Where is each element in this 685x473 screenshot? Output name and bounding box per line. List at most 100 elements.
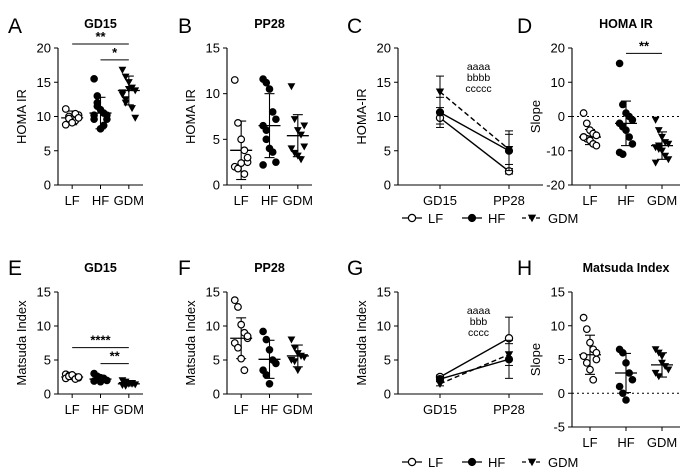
data-point — [237, 135, 246, 144]
group-HF — [615, 345, 637, 404]
data-point — [664, 156, 673, 164]
data-point — [131, 114, 140, 122]
y-tick-label: 5 — [384, 143, 391, 158]
y-tick-label: 10 — [551, 75, 565, 90]
data-point — [628, 375, 637, 384]
data-point — [435, 108, 445, 117]
legend-label: LF — [428, 211, 443, 226]
y-tick-label: -5 — [553, 420, 565, 435]
data-point — [230, 76, 239, 84]
group-GDM — [117, 377, 140, 390]
series-GDM — [435, 75, 514, 165]
data-point — [619, 348, 627, 357]
y-tick-label: 15 — [37, 285, 51, 300]
panel-letter: D — [517, 15, 532, 38]
data-point — [90, 75, 98, 83]
legend-label: HF — [488, 211, 505, 226]
data-point — [654, 127, 663, 135]
data-point — [622, 359, 630, 367]
legend-marker — [407, 213, 417, 223]
x-tick-label: PP28 — [493, 193, 525, 208]
series-GDM — [435, 343, 514, 388]
x-tick-label: GDM — [283, 402, 313, 417]
significance-letters: bbbb — [467, 72, 491, 84]
data-point — [118, 66, 127, 74]
y-tick-label: 5 — [44, 353, 51, 368]
panel-D: -20 -10 0 10 20 Slope D HOMA IR LF HF GDM ** — [517, 15, 680, 208]
data-point — [99, 121, 108, 130]
data-point — [586, 365, 594, 374]
significance-label: * — [112, 45, 118, 60]
x-tick-label: GDM — [283, 193, 313, 208]
data-point — [628, 140, 637, 148]
y-tick-label: 10 — [206, 86, 220, 101]
data-point — [262, 135, 271, 144]
data-point — [579, 313, 588, 322]
y-tick-label: 0 — [213, 178, 220, 193]
data-point — [592, 141, 601, 150]
data-point — [592, 131, 601, 140]
y-tick-label: 5 — [384, 353, 391, 368]
data-point — [589, 375, 598, 384]
y-axis-label: Slope — [528, 343, 543, 376]
panel-E: 0 5 10 15 Matsuda Index E GD15 LF HF GDM ****** — [8, 257, 144, 417]
series-line — [439, 353, 510, 385]
y-tick-label: 0 — [44, 387, 51, 402]
group-LF — [230, 76, 253, 181]
group-HF — [89, 369, 112, 386]
x-tick-label: LF — [234, 402, 249, 417]
panel-B: 0 5 10 15 HOMA IR B PP28 LF HF GDM — [178, 15, 313, 208]
series-line — [439, 337, 510, 378]
x-tick-label: GDM — [647, 435, 677, 450]
y-tick-label: 0 — [558, 386, 565, 401]
significance-label: ** — [95, 29, 106, 44]
significance-letters: ccccc — [465, 83, 491, 95]
data-point — [615, 59, 624, 68]
group-LF — [230, 296, 253, 375]
data-point — [654, 142, 663, 150]
panel-letter: B — [178, 15, 192, 38]
data-point — [619, 150, 627, 158]
y-tick-label: 10 — [551, 318, 565, 333]
x-tick-label: GDM — [114, 402, 144, 417]
data-point — [622, 396, 630, 404]
data-point — [651, 159, 660, 167]
data-point — [262, 335, 271, 344]
y-tick-label: 15 — [377, 285, 391, 300]
legend-item-GDM: GDM — [522, 455, 578, 470]
y-axis-label: Matsuda Index — [354, 300, 369, 386]
group-LF — [579, 313, 601, 384]
data-point — [234, 118, 242, 127]
significance-letters: aaaa — [467, 305, 491, 317]
data-point — [293, 367, 302, 375]
data-point — [622, 126, 630, 134]
y-axis-label: HOMA IR — [14, 89, 29, 144]
group-LF — [579, 109, 601, 150]
x-tick-label: HF — [92, 193, 109, 208]
data-point — [504, 146, 514, 154]
legend-item-HF: HF — [462, 455, 505, 470]
data-point — [654, 373, 663, 381]
significance-letters: aaaa — [467, 61, 491, 73]
data-point — [262, 78, 271, 87]
series-HF — [435, 339, 514, 384]
data-point — [504, 351, 514, 359]
legend-marker — [467, 213, 477, 223]
y-tick-label: 10 — [37, 319, 51, 334]
data-point — [243, 332, 252, 341]
series-line — [439, 111, 510, 152]
data-point — [293, 152, 302, 160]
legend-item-HF: HF — [462, 211, 505, 226]
y-tick-label: 10 — [377, 319, 391, 334]
data-point — [579, 133, 588, 141]
data-point — [658, 353, 666, 361]
y-tick-label: 0 — [44, 178, 51, 193]
data-point — [272, 115, 280, 124]
data-point — [579, 352, 588, 361]
data-point — [297, 156, 305, 164]
legend-item-LF: LF — [402, 455, 443, 470]
panel-letter: F — [178, 257, 191, 280]
group-HF — [258, 327, 281, 388]
